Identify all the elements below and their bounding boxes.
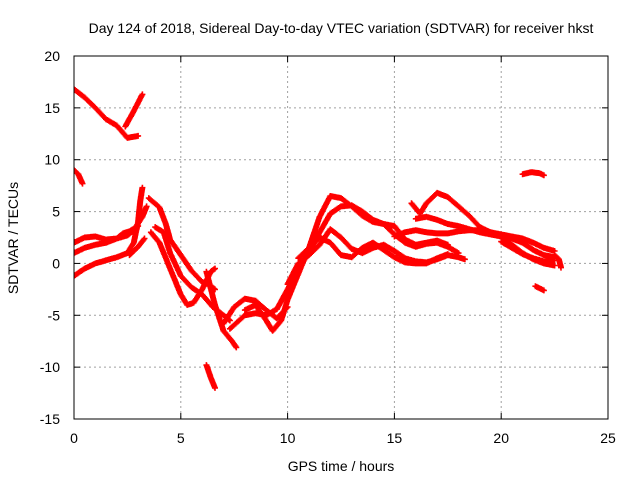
series-arc-22 <box>551 252 564 271</box>
series-markers <box>295 234 451 267</box>
y-tick-label: -5 <box>48 307 61 323</box>
series-markers <box>74 167 86 187</box>
series-arc-3 <box>74 167 86 187</box>
series-markers <box>241 193 451 334</box>
series-arc-1 <box>74 86 142 141</box>
series-markers <box>74 184 146 279</box>
plot-frame <box>73 55 609 420</box>
x-tick-label: 20 <box>493 430 509 446</box>
data-series <box>74 86 564 391</box>
series-arc-17 <box>295 234 451 267</box>
series-markers <box>203 362 218 391</box>
y-tick-label: -15 <box>40 411 60 427</box>
series-markers <box>498 238 558 265</box>
series-markers <box>74 86 142 141</box>
y-axis-label: SDTVAR / TECUs <box>5 182 21 294</box>
y-tick-label: 20 <box>44 48 60 64</box>
series-markers <box>126 235 148 259</box>
series-markers <box>203 268 240 351</box>
series-markers <box>519 169 547 179</box>
series-arc-2 <box>122 91 146 130</box>
series-arc-7 <box>126 235 148 259</box>
series-arc-21 <box>498 238 558 265</box>
x-axis-label: GPS time / hours <box>288 458 395 474</box>
chart-title: Day 124 of 2018, Sidereal Day-to-day VTE… <box>89 20 594 36</box>
x-tick-label: 0 <box>70 430 78 446</box>
series-markers <box>551 252 564 271</box>
series-arc-12 <box>203 362 218 391</box>
x-tick-label: 15 <box>387 430 403 446</box>
x-tick-label: 10 <box>280 430 296 446</box>
y-tick-label: 15 <box>44 100 60 116</box>
series-arc-24 <box>532 283 547 294</box>
tick-labels: 0 5 10 15 20 25 -15 -10 -5 0 5 10 15 20 <box>40 48 616 446</box>
series-arc-15 <box>241 193 451 334</box>
series-arc-6 <box>74 184 146 279</box>
y-tick-label: 10 <box>44 152 60 168</box>
series-markers <box>122 91 146 130</box>
y-tick-label: 5 <box>52 204 60 220</box>
x-tick-label: 25 <box>600 430 616 446</box>
x-tick-label: 5 <box>177 430 185 446</box>
y-tick-label: 0 <box>52 255 60 271</box>
y-tick-label: -10 <box>40 359 60 375</box>
series-markers <box>532 283 547 294</box>
series-arc-11 <box>203 268 240 351</box>
series-arc-23 <box>519 169 547 179</box>
